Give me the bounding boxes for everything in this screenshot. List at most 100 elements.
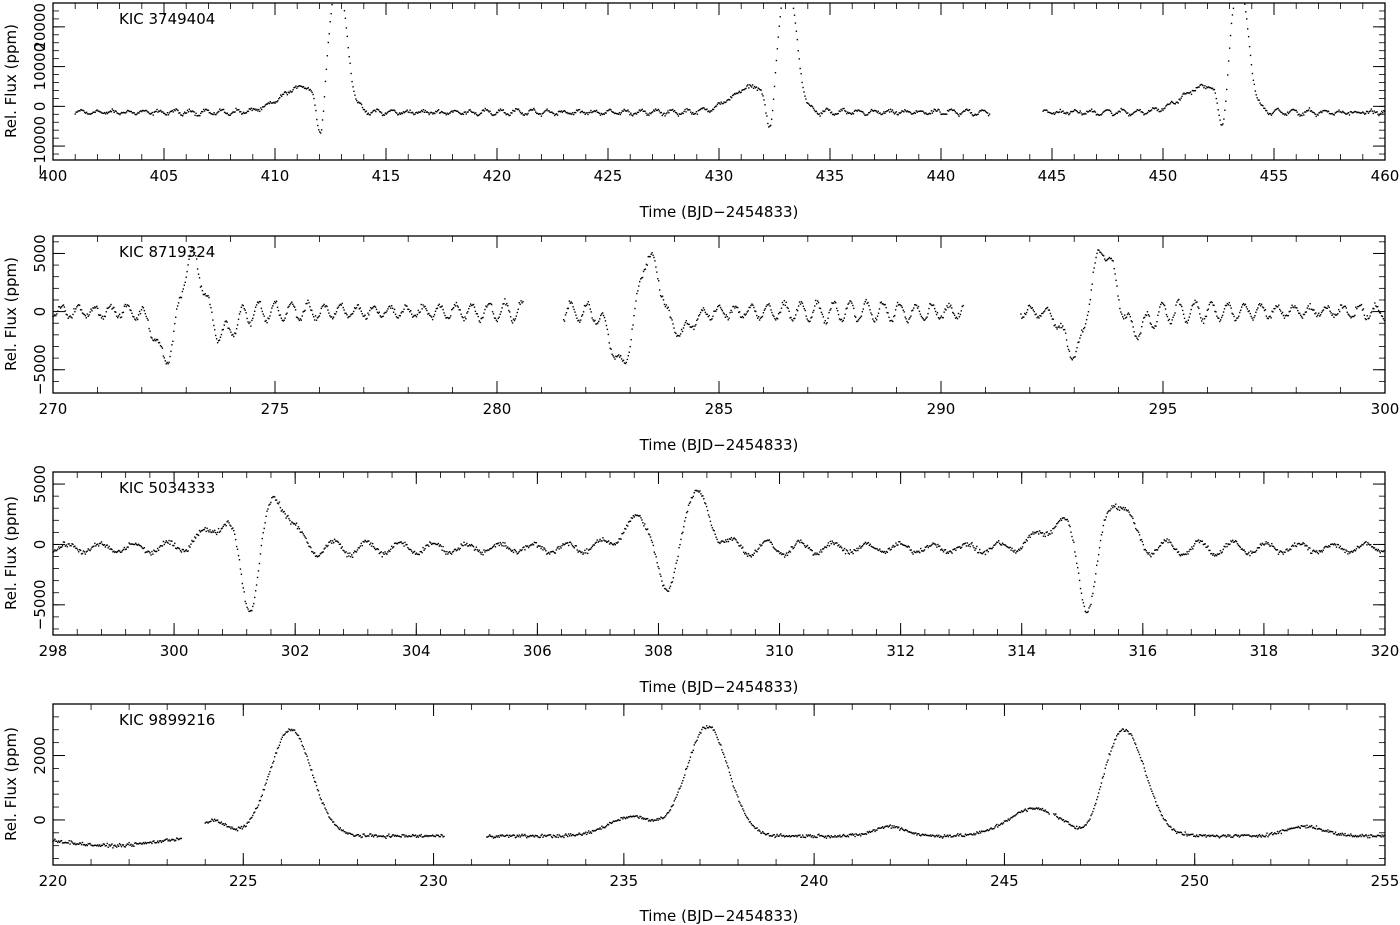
data-point	[155, 110, 157, 113]
data-point	[1206, 546, 1208, 548]
data-point	[606, 541, 608, 543]
data-point	[172, 111, 174, 113]
data-point	[786, 554, 789, 557]
data-point	[190, 543, 192, 545]
data-point	[204, 527, 206, 529]
data-point	[1060, 111, 1062, 113]
data-point	[365, 318, 367, 320]
data-point	[476, 115, 479, 117]
data-point	[1344, 112, 1346, 114]
data-point	[128, 110, 131, 113]
data-point	[183, 550, 185, 553]
data-point	[320, 129, 323, 131]
data-point	[310, 546, 312, 549]
data-point	[1293, 306, 1295, 309]
data-point	[103, 315, 106, 318]
data-point	[1260, 303, 1263, 306]
data-point	[1052, 112, 1055, 114]
data-point	[1221, 551, 1224, 553]
data-point	[798, 58, 800, 60]
data-point	[623, 531, 625, 534]
data-point	[178, 297, 181, 299]
data-point	[656, 271, 658, 273]
data-point	[397, 317, 400, 319]
data-point	[771, 109, 774, 112]
data-point	[149, 841, 151, 843]
data-point	[933, 108, 936, 111]
data-point	[728, 538, 731, 540]
data-point	[744, 314, 747, 316]
data-point	[451, 551, 454, 553]
data-point	[56, 313, 58, 315]
data-point	[1362, 111, 1364, 113]
data-point	[632, 113, 635, 115]
data-point	[260, 307, 263, 310]
data-point	[107, 846, 109, 848]
data-point	[164, 839, 166, 841]
data-point	[109, 548, 111, 550]
data-point	[899, 112, 901, 114]
data-point	[550, 551, 553, 553]
data-point	[607, 109, 609, 112]
data-point	[859, 545, 861, 547]
data-point	[1208, 303, 1211, 306]
data-point	[910, 549, 912, 551]
data-point	[1228, 47, 1231, 49]
data-point	[328, 33, 330, 35]
data-point	[626, 525, 629, 527]
data-point	[650, 112, 652, 115]
data-point	[1207, 86, 1209, 89]
data-point	[810, 549, 812, 551]
data-point	[284, 513, 286, 515]
data-point	[1352, 111, 1354, 114]
data-point	[115, 845, 117, 847]
data-point	[958, 115, 960, 117]
data-point	[693, 113, 696, 115]
data-point	[600, 313, 603, 315]
data-point	[328, 541, 330, 544]
data-point	[231, 112, 233, 114]
data-point	[302, 533, 304, 535]
data-point	[374, 834, 377, 836]
data-point	[572, 546, 575, 548]
data-point	[754, 549, 756, 551]
data-point	[254, 807, 257, 810]
data-point	[249, 108, 251, 111]
data-point	[135, 113, 137, 116]
data-point	[865, 543, 868, 545]
data-point	[1261, 542, 1263, 545]
data-point	[198, 529, 201, 532]
data-point	[1049, 533, 1051, 535]
data-point	[956, 317, 959, 320]
data-point	[436, 543, 439, 546]
data-point	[707, 315, 709, 318]
data-point	[412, 551, 415, 553]
data-point	[627, 521, 630, 523]
data-point	[870, 312, 872, 314]
data-point	[320, 798, 323, 801]
data-point	[1042, 110, 1044, 112]
data-point	[1214, 310, 1216, 313]
data-point	[1265, 541, 1267, 543]
data-point	[982, 109, 984, 111]
data-point	[1310, 308, 1312, 310]
data-point	[947, 306, 949, 309]
data-point	[1344, 305, 1347, 307]
data-point	[696, 490, 698, 492]
data-point	[281, 736, 283, 738]
data-point	[282, 511, 284, 513]
data-point	[314, 315, 317, 317]
data-point	[761, 93, 763, 95]
data-point	[1059, 518, 1062, 520]
data-point	[1178, 553, 1181, 556]
data-point	[750, 86, 753, 88]
data-point	[233, 335, 235, 338]
data-point	[576, 110, 579, 112]
data-point	[1310, 552, 1312, 554]
data-point	[1140, 538, 1143, 541]
data-point	[531, 543, 534, 545]
data-point	[1072, 110, 1075, 113]
data-point	[1314, 113, 1316, 115]
data-point	[833, 114, 836, 116]
data-point	[222, 525, 225, 528]
